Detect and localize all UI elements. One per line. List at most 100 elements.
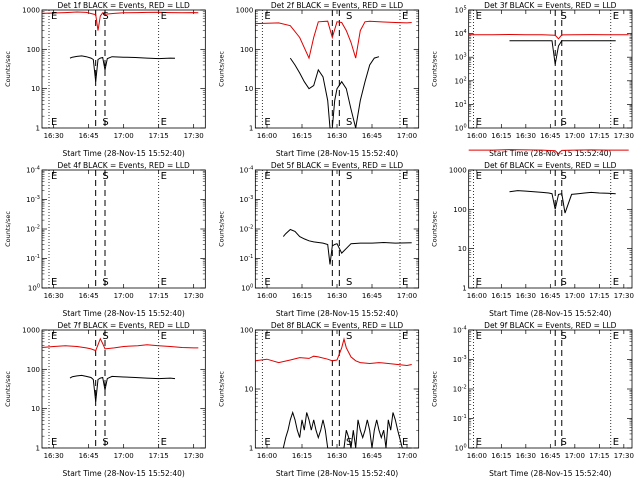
y-axis-label: Counts/sec [217,211,225,247]
y-tick-label: 1000 [22,7,40,15]
panel-title: Det 2f BLACK = Events, RED = LLD [271,1,404,10]
x-tick-label: 16:45 [540,292,560,300]
x-tick-label: 16:00 [257,132,277,140]
plot-frame [254,9,420,129]
marker-label-top: E [476,11,482,22]
marker-label-top: S [561,331,567,342]
lld-series-line [255,20,412,60]
marker-label-bottom: E [161,437,167,448]
panel-4: Det 4f BLACK = Events, RED = LLD Counts/s… [4,161,206,318]
marker-label-top: E [402,11,408,22]
plot-frame [468,169,633,289]
marker-label-bottom: E [402,277,408,288]
x-tick-label: 16:45 [362,292,382,300]
marker-label-top: S [346,331,352,342]
panel-title: Det 7f BLACK = Events, RED = LLD [58,321,191,330]
x-tick-label: 16:30 [327,452,347,460]
x-tick-label: 17:15 [149,452,169,460]
y-axis-label: Counts/sec [217,51,225,87]
x-tick-label: 17:00 [114,452,134,460]
panel-2: Det 2f BLACK = Events, RED = LLD Counts/s… [217,1,420,158]
y-tick-label: 10-3 [453,355,467,364]
x-tick-label: 17:00 [565,132,585,140]
x-tick-label: 17:15 [589,132,609,140]
marker-label-top: E [51,331,57,342]
x-tick-label: 17:00 [114,292,134,300]
marker-label-bottom: E [613,437,619,448]
lld-series-line [41,11,199,31]
panel-8: Det 8f BLACK = Events, RED = LLD Counts/s… [217,321,420,478]
marker-label-top: S [561,171,567,182]
marker-label-bottom: E [161,277,167,288]
x-tick-label: 16:45 [79,132,99,140]
y-tick-label: 10-2 [26,225,40,234]
panel-6: Det 6f BLACK = Events, RED = LLD Counts/s… [431,149,634,318]
y-tick-label: 10-3 [26,195,40,204]
marker-label-top: S [346,11,352,22]
x-axis-label: Start Time (28-Nov-15 15:52:40) [63,469,185,478]
y-tick-label: 10 [31,405,40,413]
marker-label-bottom: E [402,117,408,128]
y-axis-label: Counts/sec [4,211,12,247]
marker-label-bottom: E [264,277,270,288]
marker-label-top: E [402,171,408,182]
x-tick-label: 16:45 [79,292,99,300]
marker-label-bottom: E [476,117,482,128]
marker-label-top: E [51,171,57,182]
x-tick-label: 16:00 [467,452,487,460]
events-series-line [289,56,380,129]
y-tick-label: 1000 [449,167,467,175]
x-tick-label: 17:30 [614,292,634,300]
y-tick-label: 1000 [236,7,254,15]
marker-label-top: E [51,11,57,22]
x-tick-label: 16:15 [491,132,511,140]
x-tick-label: 16:00 [257,292,277,300]
plot-frame [41,9,206,129]
marker-label-bottom: S [102,117,108,128]
x-tick-label: 16:30 [516,452,536,460]
x-axis-label: Start Time (28-Nov-15 15:52:40) [63,309,185,318]
x-tick-label: 16:15 [491,292,511,300]
marker-label-top: E [264,11,270,22]
events-series-line [509,190,616,214]
marker-label-top: E [476,171,482,182]
plot-frame [41,169,206,289]
panel-9: Det 9f BLACK = Events, RED = LLD Counts/s… [431,321,634,478]
x-tick-label: 16:00 [467,292,487,300]
events-series-line [282,228,412,265]
marker-label-bottom: E [476,437,482,448]
events-series-line [509,40,616,65]
x-tick-label: 16:00 [467,132,487,140]
y-tick-label: 104 [455,29,467,38]
y-tick-label: 103 [455,53,467,62]
y-tick-label: 102 [455,76,467,85]
y-tick-label: 100 [453,206,466,214]
x-tick-label: 16:30 [516,132,536,140]
x-tick-label: 16:30 [327,132,347,140]
lld-series-line [468,149,629,155]
marker-label-bottom: E [161,117,167,128]
lld-series-line [255,337,412,367]
x-tick-label: 16:45 [362,132,382,140]
y-axis-label: Counts/sec [217,371,225,407]
panel-title: Det 4f BLACK = Events, RED = LLD [58,161,191,170]
x-axis-label: Start Time (28-Nov-15 15:52:40) [276,469,398,478]
y-axis-label: Counts/sec [4,51,12,87]
y-tick-label: 10-4 [453,326,467,335]
y-tick-label: 1 [249,125,253,133]
panel-title: Det 6f BLACK = Events, RED = LLD [484,161,617,170]
marker-label-top: E [161,11,167,22]
marker-label-top: E [613,171,619,182]
y-tick-label: 10 [31,85,40,93]
y-tick-label: 101 [455,100,467,109]
y-tick-label: 100 [455,124,467,133]
marker-label-bottom: E [264,437,270,448]
y-tick-label: 100 [241,284,253,293]
marker-label-top: E [264,331,270,342]
marker-label-bottom: S [102,437,108,448]
x-tick-label: 16:30 [327,292,347,300]
marker-label-bottom: E [51,277,57,288]
lld-series-line [41,337,199,352]
